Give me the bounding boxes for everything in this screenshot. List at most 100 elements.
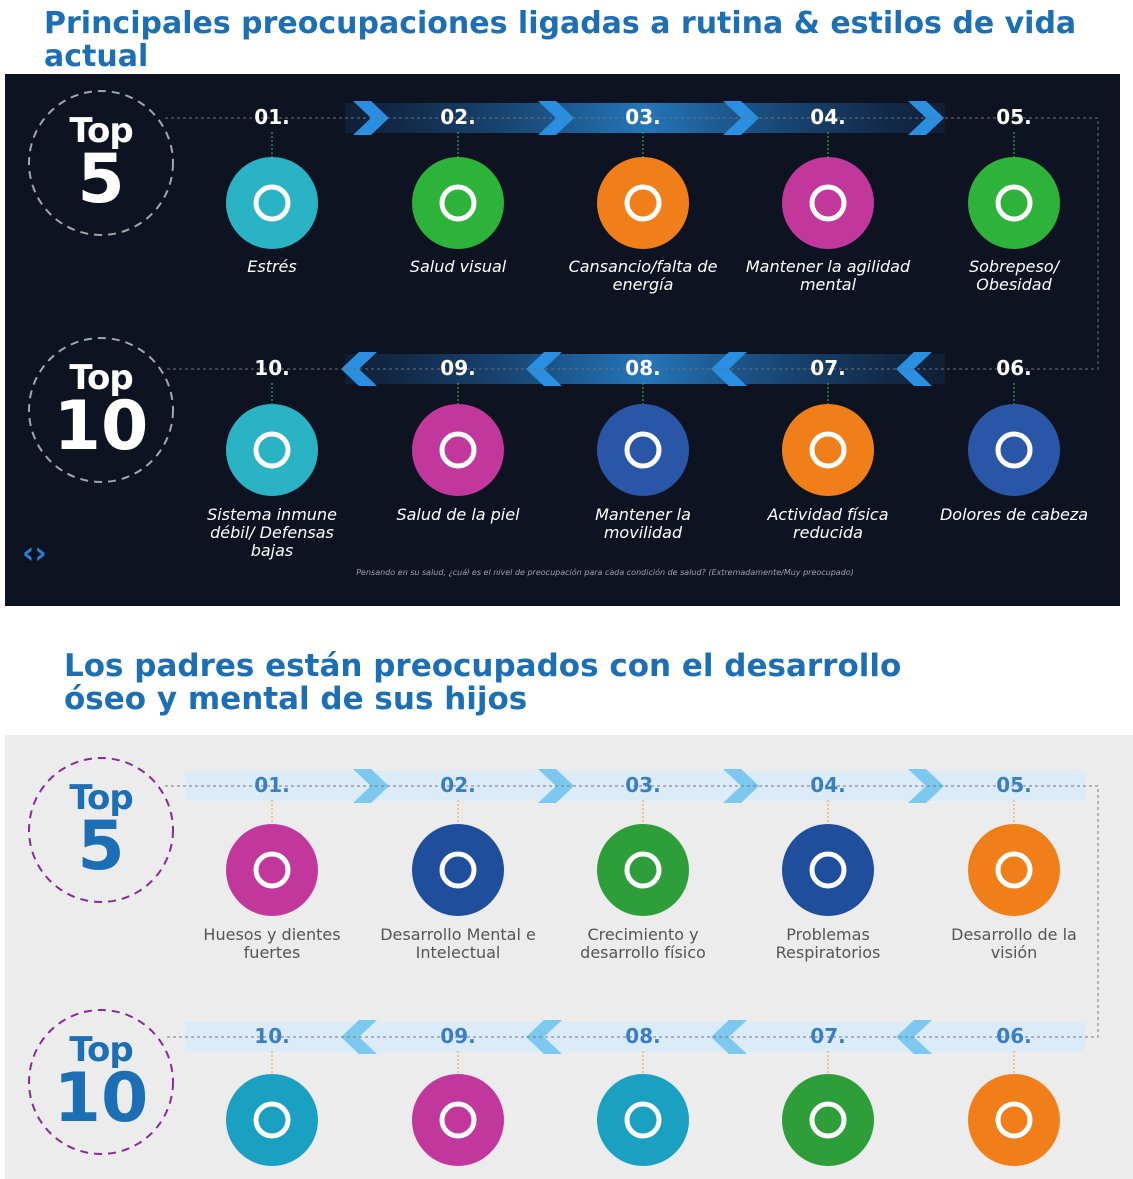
icon-glyph (253, 1101, 291, 1139)
item-label: Mantener la movilidad (595, 505, 691, 542)
icon-glyph (624, 1101, 662, 1139)
icon-circle (597, 1074, 689, 1166)
item-label: Salud visual (409, 257, 507, 276)
item-label: Crecimiento y desarrollo físico (580, 925, 706, 962)
dashed-path (165, 785, 1099, 1038)
item-number: 06. (996, 356, 1032, 380)
badge-ring (28, 757, 174, 903)
icon-glyph (809, 851, 847, 889)
icon-circle (412, 157, 504, 249)
icon-circle (782, 824, 874, 916)
item-number: 09. (440, 356, 476, 380)
icon-circle (968, 824, 1060, 916)
icon-circle (968, 157, 1060, 249)
icon-glyph (439, 1101, 477, 1139)
badge-rank: 5 (77, 140, 125, 219)
dark-panel (5, 74, 1120, 606)
chevron (908, 769, 944, 803)
chevron (711, 352, 747, 386)
item-number: 04. (810, 105, 846, 129)
icon-glyph (809, 431, 847, 469)
badge-rank: 10 (53, 1059, 149, 1138)
badge-top: Top (69, 358, 133, 398)
item-label: Actividad física reducida (767, 505, 889, 542)
item-number: 03. (625, 773, 661, 797)
item-label: Estrés (247, 257, 297, 276)
item-number: 08. (625, 1024, 661, 1048)
dashed-path (165, 117, 1099, 370)
item-label: Mantener la agilidad mental (745, 257, 911, 294)
badge-ring (28, 90, 174, 236)
icon-glyph (253, 431, 291, 469)
badge-rank: 5 (77, 807, 125, 886)
icon-glyph (809, 184, 847, 222)
item-label: Huesos y dientes fuertes (203, 925, 341, 962)
item-number: 03. (625, 105, 661, 129)
icon-glyph (253, 851, 291, 889)
footnote: Pensando en su salud, ¿cuál es el nivel … (356, 568, 854, 577)
section-title: Principales preocupaciones ligadas a rut… (44, 6, 1077, 74)
icon-glyph (995, 184, 1033, 222)
icon-circle (782, 157, 874, 249)
item-number: 02. (440, 773, 476, 797)
icon-glyph (624, 851, 662, 889)
icon-circle (597, 157, 689, 249)
icon-circle (226, 1074, 318, 1166)
light-panel (5, 735, 1133, 1179)
item-label: Salud de la piel (396, 505, 520, 524)
icon-glyph (439, 431, 477, 469)
chevron (908, 101, 944, 135)
icon-circle (782, 404, 874, 496)
item-number: 05. (996, 773, 1032, 797)
badge-top: Top (69, 1030, 133, 1070)
icon-circle (968, 404, 1060, 496)
item-number: 01. (254, 105, 290, 129)
icon-glyph (624, 431, 662, 469)
chevron (711, 1020, 747, 1054)
item-number: 10. (254, 356, 290, 380)
item-number: 06. (996, 1024, 1032, 1048)
item-number: 04. (810, 773, 846, 797)
item-label: Problemas Respiratorios (775, 925, 881, 962)
item-label: Dolores de cabeza (939, 505, 1089, 524)
item-number: 10. (254, 1024, 290, 1048)
item-label: Cansancio/falta de energía (568, 257, 718, 294)
icon-glyph (995, 1101, 1033, 1139)
badge-top: Top (69, 111, 133, 151)
chevron (526, 1020, 562, 1054)
icon-glyph (253, 184, 291, 222)
chevron (526, 352, 562, 386)
icon-glyph (439, 851, 477, 889)
item-label: Desarrollo Mental e Intelectual (380, 925, 536, 962)
icon-circle (597, 404, 689, 496)
item-number: 09. (440, 1024, 476, 1048)
icon-circle (412, 1074, 504, 1166)
icon-glyph (809, 1101, 847, 1139)
badge-ring (28, 337, 174, 483)
icon-circle (226, 157, 318, 249)
icon-glyph (995, 431, 1033, 469)
badge-ring (28, 1009, 174, 1155)
item-number: 08. (625, 356, 661, 380)
icon-circle (968, 1074, 1060, 1166)
badge-top: Top (69, 778, 133, 818)
icon-circle (412, 824, 504, 916)
icon-circle (226, 824, 318, 916)
icon-circle (597, 824, 689, 916)
icon-circle (226, 404, 318, 496)
icon-circle (412, 404, 504, 496)
badge-rank: 10 (53, 387, 149, 466)
item-label: Desarrollo de la visión (951, 925, 1077, 962)
icon-glyph (624, 184, 662, 222)
section-title: Los padres están preocupados con el desa… (64, 648, 902, 717)
icon-circle (782, 1074, 874, 1166)
item-number: 07. (810, 1024, 846, 1048)
item-number: 02. (440, 105, 476, 129)
item-number: 05. (996, 105, 1032, 129)
item-label: Sistema inmune débil/ Defensas bajas (207, 505, 337, 560)
item-number: 07. (810, 356, 846, 380)
nav-arrows[interactable]: ‹› (22, 536, 47, 571)
icon-glyph (995, 851, 1033, 889)
